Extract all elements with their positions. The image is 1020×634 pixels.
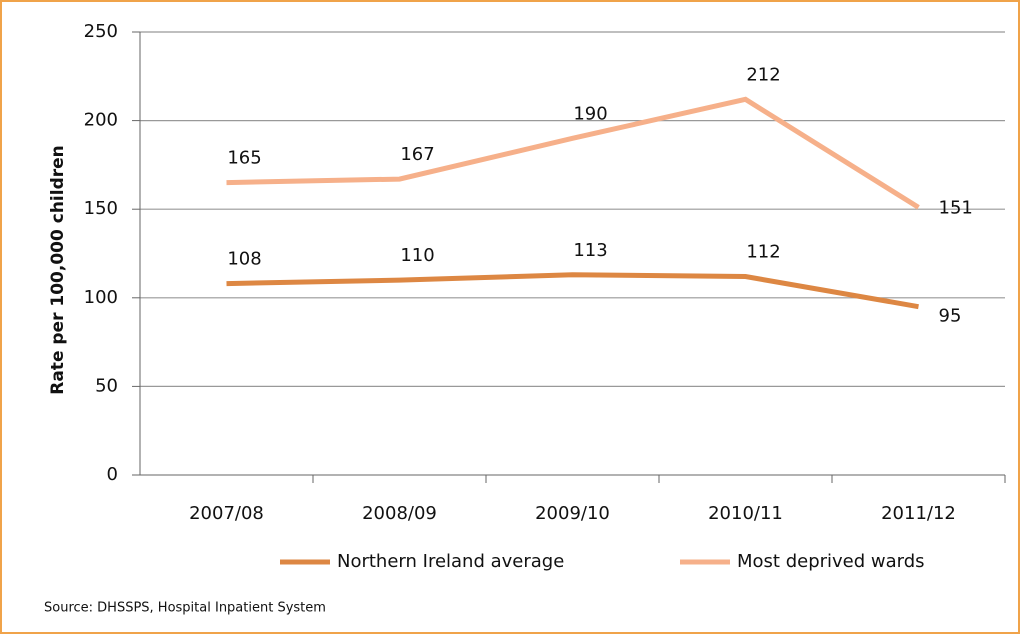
- series-line: [226, 96, 920, 210]
- data-label: 112: [746, 242, 780, 263]
- y-tick-label: 0: [107, 464, 118, 485]
- data-label: 108: [227, 249, 261, 270]
- series-line: [226, 272, 919, 310]
- x-tick-label: 2011/12: [881, 503, 956, 524]
- data-label: 167: [400, 144, 434, 165]
- data-label: 110: [400, 245, 434, 266]
- x-tick-label: 2007/08: [189, 503, 264, 524]
- source: Source: DHSSPS, Hospital Inpatient Syste…: [44, 601, 326, 616]
- legend-label: Most deprived wards: [737, 551, 925, 572]
- data-label: 95: [939, 306, 962, 327]
- y-tick-label: 50: [95, 375, 118, 396]
- y-tick-label: 150: [84, 198, 118, 219]
- x-tick-label: 2010/11: [708, 503, 783, 524]
- y-axis-label: Rate per 100,000 children: [48, 145, 68, 395]
- x-tick-label: 2009/10: [535, 503, 610, 524]
- data-label: 165: [227, 148, 261, 169]
- legend-label: Northern Ireland average: [337, 551, 564, 572]
- data-label: 190: [573, 103, 607, 124]
- y-tick-label: 100: [84, 287, 118, 308]
- data-label: 212: [746, 64, 780, 85]
- x-tick-label: 2008/09: [362, 503, 437, 524]
- data-label: 113: [573, 240, 607, 261]
- data-label: 151: [939, 197, 973, 218]
- y-tick-label: 200: [84, 110, 118, 131]
- y-tick-label: 250: [84, 21, 118, 42]
